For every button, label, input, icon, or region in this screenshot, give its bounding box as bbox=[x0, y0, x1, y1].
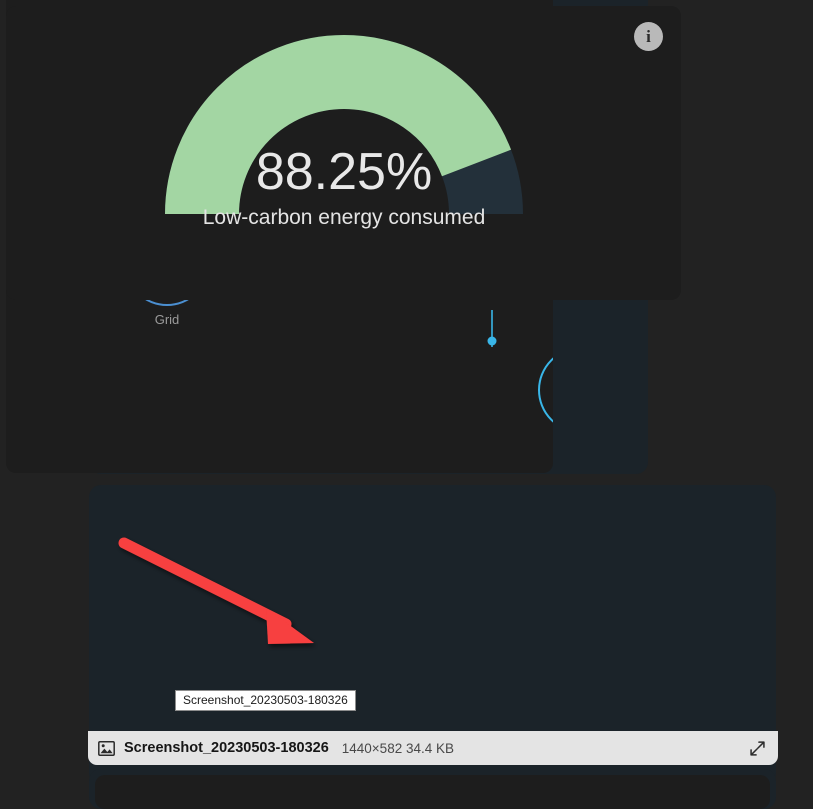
image-icon bbox=[98, 740, 115, 756]
gauge-value: 88.25% bbox=[255, 143, 433, 201]
expand-diagonal-icon[interactable] bbox=[749, 740, 766, 757]
page-root: Energy distribution Low-carbon 4.8 bbox=[6, 6, 778, 809]
file-name: Screenshot_20230503-180326 bbox=[124, 740, 329, 756]
water-label: Water bbox=[501, 440, 553, 455]
info-icon[interactable]: i bbox=[634, 22, 663, 51]
drag-tooltip: Screenshot_20230503-180326 bbox=[175, 690, 356, 711]
next-card bbox=[95, 775, 770, 809]
download-file-bar[interactable]: Screenshot_20230503-180326 1440×582 34.4… bbox=[88, 731, 778, 765]
gauge-caption: Low-carbon energy consumed bbox=[202, 206, 486, 229]
grid-label: Grid bbox=[154, 312, 180, 327]
gauge-chart bbox=[165, 35, 523, 235]
low-carbon-gauge-card: i 88.25% Low-carbon energy consumed bbox=[6, 6, 681, 300]
file-meta: 1440×582 34.4 KB bbox=[341, 740, 454, 756]
